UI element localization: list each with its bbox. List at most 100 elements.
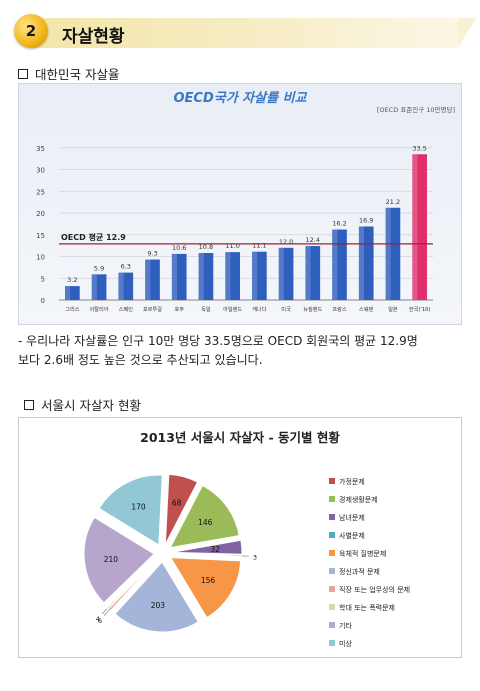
oecd-bar-chart: OECD국가 자살률 비교 [OECD 표준인구 10만명당] 0 5 10 15 20… xyxy=(36,90,455,313)
legend-swatch xyxy=(329,604,335,610)
bar xyxy=(305,246,321,300)
bar-value-label: 3.2 xyxy=(67,276,77,284)
oecd-chart-panel: OECD국가 자살률 비교 [OECD 표준인구 10만명당] 0 5 10 15 20… xyxy=(18,83,462,325)
slice-value-label: 3 xyxy=(253,553,257,561)
bar xyxy=(118,272,134,300)
pie-slice xyxy=(98,474,163,546)
paragraph-line-2: 보다 2.6배 정도 높은 것으로 추산되고 있습니다. xyxy=(18,353,263,367)
y-tick-label: 35 xyxy=(36,145,45,153)
category-label: 호주 xyxy=(174,306,184,313)
bar-value-label: 6.3 xyxy=(121,263,131,271)
legend-label: 미상 xyxy=(339,639,352,648)
bar-value-label: 11.0 xyxy=(225,242,239,250)
bar xyxy=(385,207,401,300)
bar-value-label: 5.9 xyxy=(94,264,104,272)
bar xyxy=(332,229,347,300)
legend-swatch xyxy=(329,568,335,574)
bar-value-label: 10.6 xyxy=(172,244,186,252)
subheading-seoul: 서울시 자살자 현황 xyxy=(24,395,141,414)
section-header: 2 자살현황 xyxy=(10,12,476,54)
y-tick-label: 10 xyxy=(36,254,45,262)
pie-slice xyxy=(164,473,199,545)
checkbox-icon xyxy=(18,68,28,79)
bar-highlight xyxy=(252,251,258,300)
legend-label: 남녀문제 xyxy=(339,513,365,522)
chart-title: OECD국가 자살률 비교 xyxy=(173,90,307,106)
bar-value-label: 12.0 xyxy=(279,238,293,246)
slice-value-label: 32 xyxy=(210,545,220,554)
bar-highlight xyxy=(225,252,231,300)
category-label: 포르투갈 xyxy=(143,305,162,313)
bar-highlight xyxy=(358,226,365,300)
category-label: 아일랜드 xyxy=(223,305,242,313)
header-bar xyxy=(28,18,476,48)
oecd-average-label: OECD 평균 12.9 xyxy=(61,232,126,242)
legend-swatch xyxy=(329,640,335,646)
bar xyxy=(145,259,160,300)
legend-label: 학대 또는 폭력문제 xyxy=(339,603,395,612)
seoul-chart-panel: 2013년 서울시 자살자 - 동기별 현황 68 146 32 3 156 203 6 4 2… xyxy=(18,417,462,658)
y-tick-label: 0 xyxy=(41,297,45,305)
category-label: 스페인 xyxy=(119,305,134,313)
legend-swatch xyxy=(329,478,335,484)
bar xyxy=(278,247,294,300)
legend-label: 육체적 질병문제 xyxy=(339,549,386,558)
slice-value-label: 210 xyxy=(104,555,119,564)
bar-value-label: 16.9 xyxy=(359,216,373,224)
y-tick-label: 15 xyxy=(36,232,45,240)
section-number-badge: 2 xyxy=(14,14,48,48)
bar-value-label: 9.3 xyxy=(147,250,157,258)
category-label: 이탈리아 xyxy=(90,305,109,313)
bar-highlight xyxy=(385,207,391,300)
pie-slice xyxy=(169,484,240,549)
legend-label: 정신과적 문제 xyxy=(339,567,380,576)
slice-value-label: 6 xyxy=(98,617,102,625)
category-label: 뉴질랜드 xyxy=(303,305,322,313)
bar xyxy=(198,253,214,300)
pie-slice xyxy=(171,552,243,558)
category-label: 프랑스 xyxy=(332,306,347,313)
pie-slice xyxy=(169,557,242,619)
seoul-pie-chart: 2013년 서울시 자살자 - 동기별 현황 68 146 32 3 156 203 64 2… xyxy=(83,430,410,648)
slice-value-label: 146 xyxy=(198,518,213,527)
bar xyxy=(91,274,107,300)
bar-highlight xyxy=(332,229,338,300)
bar-value-label: 33.5 xyxy=(412,144,426,152)
bar-highlight xyxy=(278,247,284,300)
bar-highlight xyxy=(305,246,311,300)
legend-swatch xyxy=(329,514,335,520)
legend-label: 기타 xyxy=(339,621,352,630)
bar xyxy=(171,253,187,300)
bar-highlight xyxy=(198,253,204,300)
subheading-korea: 대한민국 자살율 xyxy=(18,64,119,83)
paragraph-line-1: - 우리나라 자살률은 인구 10만 명당 33.5명으로 OECD 회원국의 … xyxy=(18,334,418,348)
bar-value-label: 21.2 xyxy=(386,198,400,206)
legend-label: 경제생활문제 xyxy=(339,495,378,504)
y-tick-label: 25 xyxy=(36,188,45,196)
checkbox-icon xyxy=(24,399,34,410)
legend-swatch xyxy=(329,496,335,502)
legend-swatch xyxy=(329,532,335,538)
bar xyxy=(412,154,427,300)
paragraph: - 우리나라 자살률은 인구 10만 명당 33.5명으로 OECD 회원국의 … xyxy=(18,332,466,370)
slice-value-label: 68 xyxy=(172,498,182,507)
pie-slice xyxy=(83,516,155,604)
chart-title: 2013년 서울시 자살자 - 동기별 현황 xyxy=(140,430,340,445)
category-label: 그리스 xyxy=(65,305,80,313)
bar-highlight xyxy=(412,154,418,300)
legend-label: 사별문제 xyxy=(339,531,365,540)
section-title: 자살현황 xyxy=(62,27,125,47)
bar xyxy=(225,252,240,300)
y-tick-label: 30 xyxy=(36,167,45,175)
subheading-seoul-text: 서울시 자살자 현황 xyxy=(41,398,141,413)
legend-swatch xyxy=(329,622,335,628)
legend-swatch xyxy=(329,586,335,592)
y-tick-label: 5 xyxy=(41,275,45,283)
bar-value-label: 10.8 xyxy=(199,243,213,251)
legend-label: 직장 또는 업무상의 문제 xyxy=(339,585,410,594)
bar-highlight xyxy=(91,274,97,300)
category-label: 캐나다 xyxy=(252,305,267,313)
bar-value-label: 11.1 xyxy=(252,242,266,250)
bar-highlight xyxy=(65,286,71,300)
bar-value-label: 12.4 xyxy=(306,236,320,244)
